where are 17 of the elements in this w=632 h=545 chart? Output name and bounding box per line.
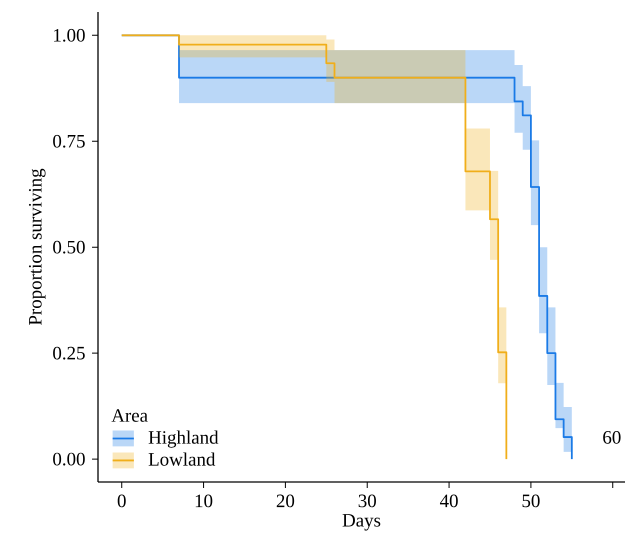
x-tick-label: 50 bbox=[522, 494, 540, 508]
y-axis-title: Proportion surviving bbox=[28, 168, 46, 326]
x-tick-label: 10 bbox=[196, 494, 212, 508]
y-tick-label: 0.00 bbox=[53, 452, 85, 466]
x-tick-label: 20 bbox=[276, 494, 294, 508]
x-tick-label: 40 bbox=[440, 494, 458, 508]
y-tick-label: 1.00 bbox=[54, 28, 85, 42]
x-tick-label: 0 bbox=[118, 494, 126, 508]
legend-label: Lowland bbox=[148, 452, 216, 466]
x-axis-title: Days bbox=[342, 514, 380, 531]
x-tick-label: 30 bbox=[358, 494, 376, 508]
y-tick-label: 0.25 bbox=[53, 346, 85, 360]
annotation: 60 bbox=[603, 430, 621, 444]
legend-title: Area bbox=[111, 409, 148, 422]
legend-label: Highland bbox=[148, 430, 218, 448]
y-tick-label: 0.50 bbox=[53, 240, 85, 254]
y-tick-label: 0.75 bbox=[53, 134, 85, 148]
